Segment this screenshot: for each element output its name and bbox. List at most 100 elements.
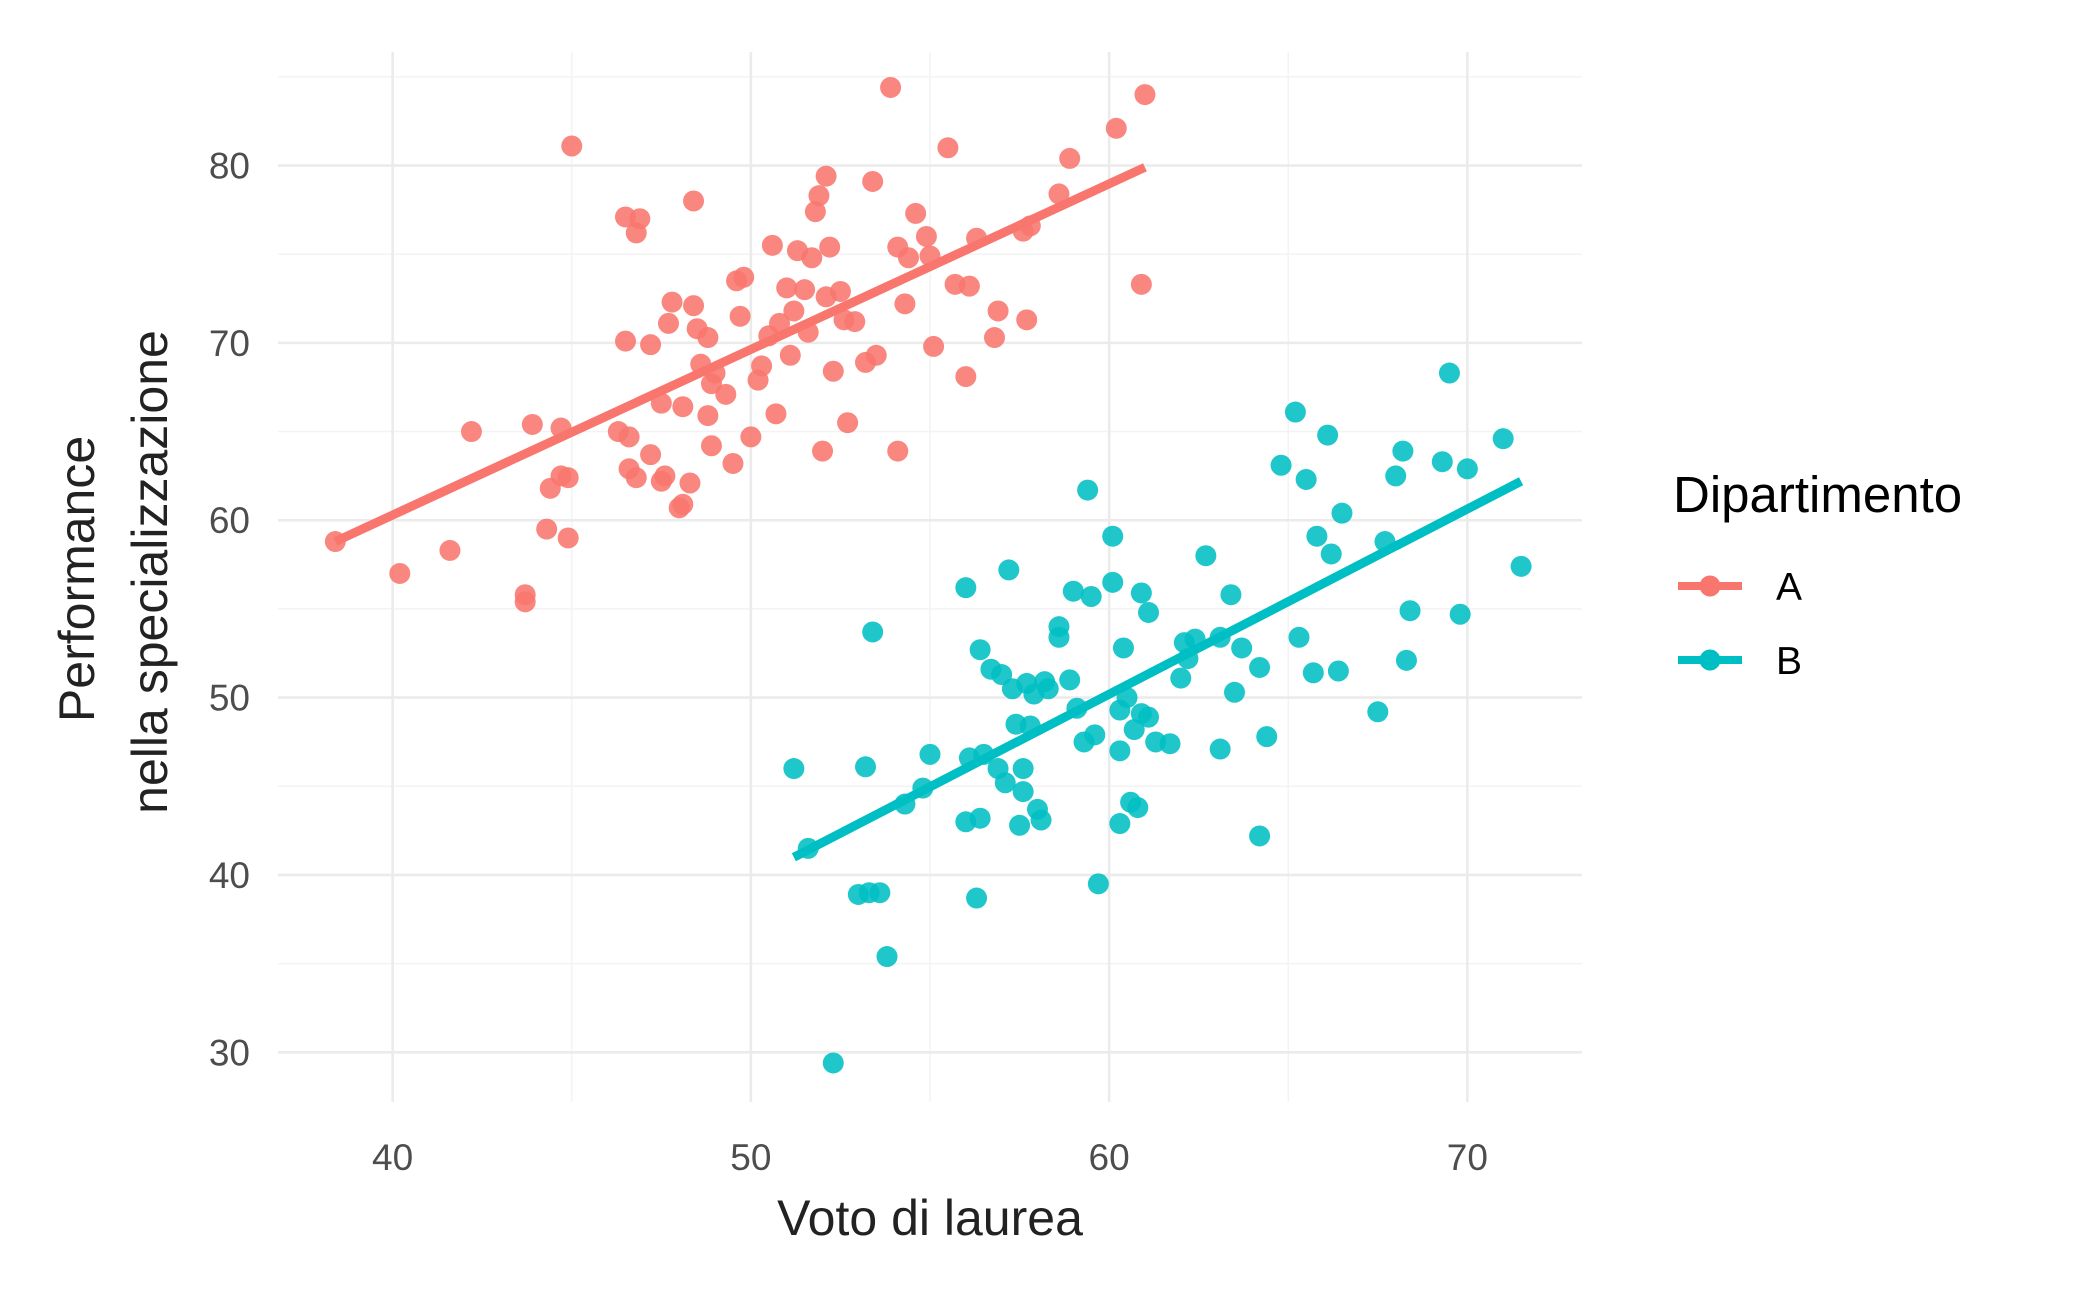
data-point bbox=[1138, 601, 1160, 623]
data-point bbox=[1456, 458, 1478, 480]
data-point bbox=[958, 275, 980, 297]
data-point bbox=[683, 190, 705, 212]
legend-key-point bbox=[1699, 575, 1721, 597]
data-point bbox=[1080, 586, 1102, 608]
data-point bbox=[1048, 626, 1070, 648]
x-axis-ticks: 40 50 60 70 bbox=[372, 1137, 1488, 1178]
data-point bbox=[514, 591, 536, 613]
data-point bbox=[389, 562, 411, 584]
legend-item-A: A bbox=[1678, 566, 1802, 609]
data-point bbox=[700, 435, 722, 457]
data-point bbox=[640, 334, 662, 356]
data-point bbox=[937, 137, 959, 159]
data-point bbox=[1062, 580, 1084, 602]
data-point bbox=[1127, 797, 1149, 819]
data-point bbox=[1510, 555, 1532, 577]
data-point bbox=[1159, 733, 1181, 755]
x-tick-label: 40 bbox=[372, 1137, 413, 1178]
data-point bbox=[769, 312, 791, 334]
x-tick-label: 70 bbox=[1447, 1137, 1488, 1178]
data-point bbox=[561, 135, 583, 157]
legend-key-point bbox=[1699, 649, 1721, 671]
y-axis-title: Performance nella specializzazione bbox=[49, 330, 178, 814]
data-point bbox=[761, 234, 783, 256]
data-point bbox=[887, 440, 909, 462]
data-point bbox=[969, 639, 991, 661]
x-axis-title: Voto di laurea bbox=[777, 1190, 1083, 1246]
data-point bbox=[1385, 465, 1407, 487]
x-tick-label: 60 bbox=[1089, 1137, 1130, 1178]
data-point bbox=[776, 277, 798, 299]
trend-line-A bbox=[333, 163, 1147, 546]
data-point bbox=[557, 527, 579, 549]
data-point bbox=[804, 201, 826, 223]
data-point bbox=[801, 247, 823, 269]
data-point bbox=[1087, 873, 1109, 895]
y-tick-label: 60 bbox=[209, 500, 250, 541]
data-point bbox=[1059, 669, 1081, 691]
data-point bbox=[1037, 678, 1059, 700]
data-point bbox=[1077, 479, 1099, 501]
data-point bbox=[679, 472, 701, 494]
data-point bbox=[987, 300, 1009, 322]
data-point bbox=[740, 426, 762, 448]
data-point bbox=[1170, 667, 1192, 689]
data-point bbox=[1317, 424, 1339, 446]
data-point bbox=[614, 330, 636, 352]
data-point bbox=[1195, 545, 1217, 567]
data-point bbox=[808, 185, 830, 207]
data-point bbox=[1331, 502, 1353, 524]
data-point bbox=[955, 366, 977, 388]
data-point bbox=[812, 440, 834, 462]
data-point bbox=[969, 807, 991, 829]
data-point bbox=[919, 743, 941, 765]
grid-minor bbox=[278, 52, 1582, 1102]
data-point bbox=[661, 291, 683, 313]
data-point bbox=[822, 1052, 844, 1074]
data-point bbox=[1009, 814, 1031, 836]
data-point bbox=[629, 208, 651, 230]
legend: Dipartimento AB bbox=[1673, 466, 1962, 683]
data-point bbox=[923, 335, 945, 357]
data-point bbox=[880, 76, 902, 98]
data-point bbox=[994, 772, 1016, 794]
data-point bbox=[1431, 451, 1453, 473]
data-point bbox=[1224, 681, 1246, 703]
data-point bbox=[1134, 84, 1156, 106]
data-point bbox=[1220, 584, 1242, 606]
legend-title: Dipartimento bbox=[1673, 466, 1962, 523]
data-point bbox=[837, 412, 859, 434]
y-tick-label: 80 bbox=[209, 146, 250, 187]
data-point bbox=[915, 225, 937, 247]
data-point bbox=[998, 559, 1020, 581]
data-point bbox=[1105, 117, 1127, 139]
series-A bbox=[324, 76, 1156, 613]
data-point bbox=[697, 327, 719, 349]
data-point bbox=[1209, 738, 1231, 760]
data-point bbox=[1012, 781, 1034, 803]
data-point bbox=[1256, 726, 1278, 748]
data-point bbox=[1392, 440, 1414, 462]
data-point bbox=[618, 426, 640, 448]
data-point bbox=[697, 405, 719, 427]
data-point bbox=[1016, 309, 1038, 331]
series-layer bbox=[324, 76, 1532, 1074]
y-tick-label: 70 bbox=[209, 323, 250, 364]
data-point bbox=[654, 465, 676, 487]
data-point bbox=[819, 236, 841, 258]
data-point bbox=[1138, 706, 1160, 728]
trend-line-B bbox=[791, 477, 1524, 862]
data-point bbox=[1249, 656, 1271, 678]
series-B bbox=[783, 362, 1532, 1074]
data-point bbox=[765, 403, 787, 425]
data-point bbox=[983, 327, 1005, 349]
data-point bbox=[865, 344, 887, 366]
data-point bbox=[869, 882, 891, 904]
data-point bbox=[815, 165, 837, 187]
data-point bbox=[733, 266, 755, 288]
data-point bbox=[1012, 758, 1034, 780]
data-point bbox=[1288, 626, 1310, 648]
data-point bbox=[1449, 603, 1471, 625]
legend-label: A bbox=[1776, 566, 1802, 609]
